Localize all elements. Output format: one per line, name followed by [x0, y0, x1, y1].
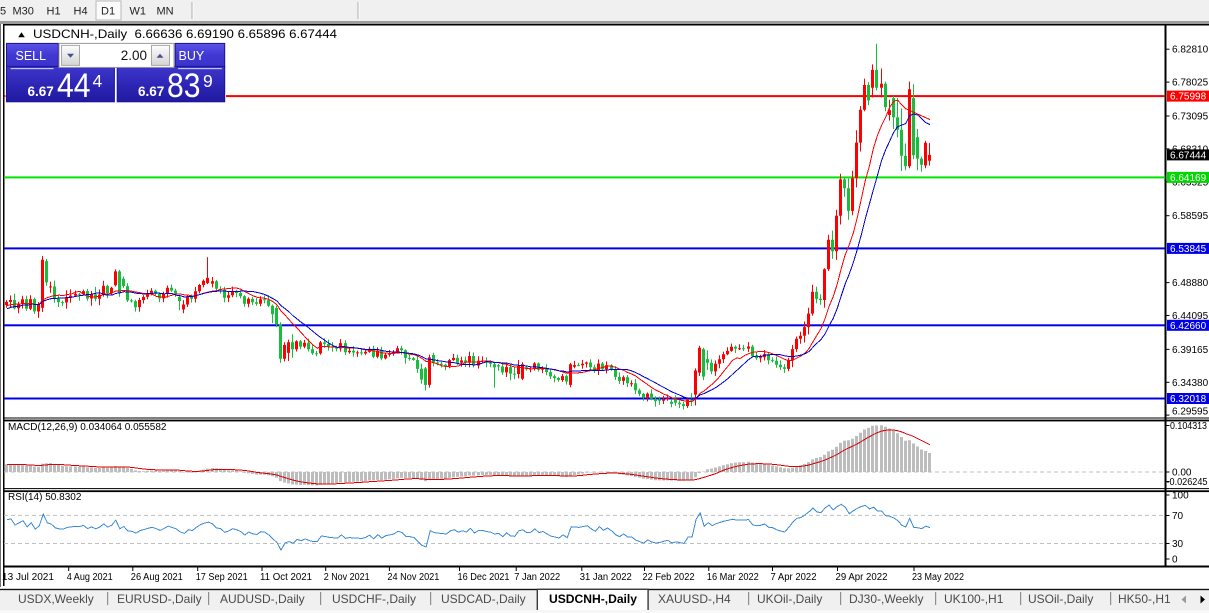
svg-text:DJ30-,Weekly: DJ30-,Weekly — [849, 592, 923, 606]
svg-text:USDCAD-,Daily: USDCAD-,Daily — [441, 592, 526, 606]
svg-text:6.48880: 6.48880 — [1172, 278, 1209, 289]
svg-text:26 Aug 2021: 26 Aug 2021 — [131, 572, 183, 583]
svg-text:UKOil-,Daily: UKOil-,Daily — [757, 592, 822, 606]
svg-text:7 Apr 2022: 7 Apr 2022 — [771, 572, 817, 583]
svg-text:6.53845: 6.53845 — [1170, 244, 1207, 255]
svg-text:6.64169: 6.64169 — [1170, 173, 1207, 184]
svg-text:6.67444: 6.67444 — [1170, 150, 1207, 161]
svg-text:UK100-,H1: UK100-,H1 — [944, 592, 1004, 606]
svg-text:23 May 2022: 23 May 2022 — [912, 572, 964, 583]
svg-text:HK50-,H1: HK50-,H1 — [1118, 592, 1171, 606]
svg-text:H1: H1 — [47, 6, 61, 18]
svg-text:0: 0 — [1172, 555, 1178, 566]
svg-text:H4: H4 — [74, 6, 88, 18]
svg-text:2.00: 2.00 — [121, 48, 147, 63]
svg-text:31 Jan 2022: 31 Jan 2022 — [580, 572, 632, 583]
svg-text:6.39165: 6.39165 — [1172, 345, 1209, 356]
svg-text:6.82810: 6.82810 — [1172, 45, 1209, 56]
svg-text:D1: D1 — [101, 6, 115, 18]
svg-text:USDCNH-,Daily 6.66636 6.69190: USDCNH-,Daily 6.66636 6.69190 6.65896 6.… — [33, 27, 337, 41]
svg-text:29 Apr 2022: 29 Apr 2022 — [836, 572, 888, 583]
svg-text:83: 83 — [167, 67, 201, 105]
svg-text:-0.026245: -0.026245 — [1167, 477, 1208, 488]
svg-text:6.58595: 6.58595 — [1172, 211, 1209, 222]
svg-text:SELL: SELL — [16, 49, 47, 63]
svg-text:AUDUSD-,Daily: AUDUSD-,Daily — [220, 592, 305, 606]
svg-text:6.73095: 6.73095 — [1172, 112, 1209, 123]
svg-text:6.75998: 6.75998 — [1170, 92, 1207, 103]
svg-text:6.67: 6.67 — [138, 84, 164, 99]
svg-text:6.32018: 6.32018 — [1170, 394, 1207, 405]
svg-text:30: 30 — [1172, 539, 1184, 550]
svg-text:6.42660: 6.42660 — [1170, 321, 1207, 332]
svg-text:6.44095: 6.44095 — [1172, 311, 1209, 322]
svg-text:XAUUSD-,H4: XAUUSD-,H4 — [658, 592, 731, 606]
svg-text:MACD(12,26,9) 0.034064 0.05558: MACD(12,26,9) 0.034064 0.055582 — [8, 422, 167, 433]
svg-text:0.00: 0.00 — [1172, 468, 1192, 479]
svg-text:W1: W1 — [130, 6, 147, 18]
svg-text:6.78025: 6.78025 — [1172, 78, 1209, 89]
svg-text:9: 9 — [203, 71, 213, 91]
svg-text:6.29595: 6.29595 — [1172, 407, 1209, 418]
svg-text:USOil-,Daily: USOil-,Daily — [1028, 592, 1093, 606]
svg-text:4: 4 — [93, 71, 103, 91]
svg-text:22 Feb 2022: 22 Feb 2022 — [643, 572, 695, 583]
svg-text:M30: M30 — [13, 6, 34, 18]
svg-text:4 Aug 2021: 4 Aug 2021 — [67, 572, 113, 583]
svg-text:70: 70 — [1172, 511, 1184, 522]
svg-text:6.67: 6.67 — [28, 84, 54, 99]
svg-text:0.104313: 0.104313 — [1170, 421, 1207, 432]
svg-text:6.34380: 6.34380 — [1172, 378, 1209, 389]
svg-text:13 Jul 2021: 13 Jul 2021 — [2, 572, 54, 583]
svg-text:11 Oct 2021: 11 Oct 2021 — [260, 572, 312, 583]
svg-text:USDCNH-,Daily: USDCNH-,Daily — [549, 592, 637, 606]
svg-text:BUY: BUY — [179, 49, 205, 63]
svg-text:7 Jan 2022: 7 Jan 2022 — [514, 572, 560, 583]
svg-text:100: 100 — [1172, 491, 1189, 502]
svg-text:44: 44 — [57, 67, 91, 105]
svg-text:16 Mar 2022: 16 Mar 2022 — [707, 572, 759, 583]
svg-text:USDCHF-,Daily: USDCHF-,Daily — [332, 592, 416, 606]
svg-text:24 Nov 2021: 24 Nov 2021 — [387, 572, 439, 583]
svg-text:RSI(14) 50.8302: RSI(14) 50.8302 — [8, 492, 82, 503]
svg-text:EURUSD-,Daily: EURUSD-,Daily — [117, 592, 202, 606]
svg-text:2 Nov 2021: 2 Nov 2021 — [324, 572, 370, 583]
svg-text:USDX,Weekly: USDX,Weekly — [18, 592, 94, 606]
svg-text:MN: MN — [157, 6, 174, 18]
svg-text:16 Dec 2021: 16 Dec 2021 — [458, 572, 510, 583]
svg-text:17 Sep 2021: 17 Sep 2021 — [196, 572, 248, 583]
svg-text:5: 5 — [0, 6, 6, 18]
